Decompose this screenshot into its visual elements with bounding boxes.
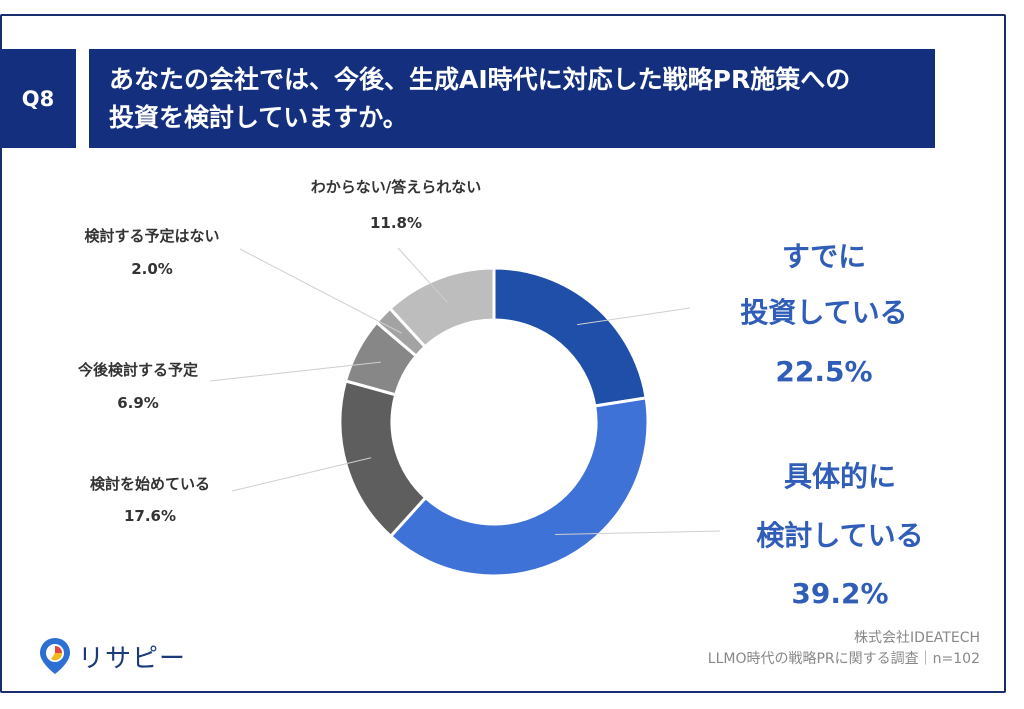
label-s1-line1: 具体的に xyxy=(784,460,896,493)
question-title-line2: 投資を検討していますか。 xyxy=(109,103,408,132)
label-s0-line2: 投資している xyxy=(740,296,907,329)
label-s5-value: 11.8% xyxy=(370,214,422,232)
label-s0-value: 22.5% xyxy=(775,355,872,388)
label-s1-value: 39.2% xyxy=(791,577,888,610)
footer-company: 株式会社IDEATECH xyxy=(854,630,980,646)
question-title-line1: あなたの会社では、今後、生成AI時代に対応した戦略PR施策への xyxy=(109,65,851,94)
footer: 株式会社IDEATECH LLMO時代の戦略PRに関する調査｜n=102 xyxy=(708,628,980,670)
label-s5-name: わからない/答えられない xyxy=(311,178,481,196)
leader-line-1 xyxy=(554,530,721,536)
question-number: Q8 xyxy=(0,49,76,148)
label-s2-name: 検討を始めている xyxy=(90,475,210,493)
leader-line-5 xyxy=(397,247,448,304)
donut-slice-5 xyxy=(387,266,496,349)
leader-line-3 xyxy=(209,361,381,382)
content-frame xyxy=(0,14,1006,693)
label-s3-name: 今後検討する予定 xyxy=(77,361,198,379)
donut-slice-1 xyxy=(388,396,650,578)
label-s2-value: 17.6% xyxy=(124,507,176,525)
label-s4-name: 検討する予定はない xyxy=(84,227,219,245)
logo-text: リサピー xyxy=(78,643,187,674)
leader-line-2 xyxy=(231,457,372,492)
question-title: あなたの会社では、今後、生成AI時代に対応した戦略PR施策への 投資を検討してい… xyxy=(89,49,935,148)
label-s0-line1: すでに xyxy=(782,240,866,273)
label-s3-value: 6.9% xyxy=(117,394,159,412)
label-s1-line2: 検討している xyxy=(756,519,923,552)
donut-slice-2 xyxy=(338,379,428,539)
footer-survey: LLMO時代の戦略PRに関する調査｜n=102 xyxy=(707,651,980,667)
logo: リサピー xyxy=(38,636,186,676)
pin-pie-icon xyxy=(40,638,70,674)
leader-line-4 xyxy=(239,248,403,334)
donut-slice-0 xyxy=(492,266,648,408)
leader-line-0 xyxy=(577,307,691,326)
label-s4-value: 2.0% xyxy=(131,260,173,278)
